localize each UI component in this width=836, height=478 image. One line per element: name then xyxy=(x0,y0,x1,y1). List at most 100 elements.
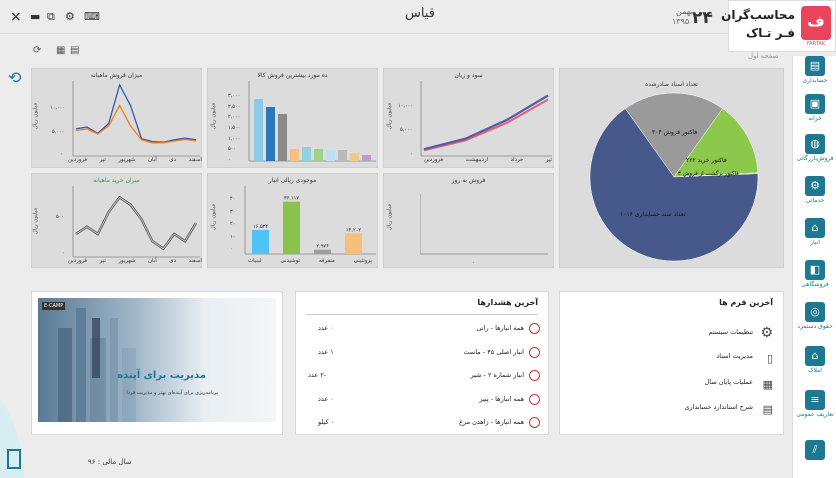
form-item[interactable]: ▯ مدیریت اسناد xyxy=(560,352,783,366)
bar xyxy=(326,150,335,161)
alarm-icon xyxy=(529,394,540,405)
sidebar-item[interactable]: ▤ حسابداری xyxy=(793,56,836,84)
brand-name-line2: فـر تـاک xyxy=(745,26,795,40)
sidebar-item-label: حقوق دستمزد xyxy=(797,323,833,330)
y-tick: ۵۰۰ xyxy=(228,146,237,153)
chart-daily-sales: فروش به روز میلیون ریال ۰ xyxy=(383,173,554,268)
chart-top10-products: ده مورد بیشترین فروش کالا میلیون ریال ۳,… xyxy=(207,68,378,168)
y-tick: ۰ xyxy=(228,156,231,163)
x-tick: شهریور xyxy=(118,258,136,264)
y-tick: ۲,۰۰۰ xyxy=(228,114,241,121)
bar-value-label: ۱۴.۲۰۲ xyxy=(346,227,361,233)
chart-title: موجودی ریالی انبار xyxy=(268,177,317,184)
minimize-icon[interactable]: ▬ xyxy=(30,10,41,23)
alert-item[interactable]: انبار شماره ۲ - شیر -۲ عدد xyxy=(296,370,548,384)
refresh-icon[interactable]: ⟳ xyxy=(33,45,42,56)
globe-icon: ◍ xyxy=(805,134,825,154)
profit-line-plot xyxy=(420,81,552,157)
alarm-icon xyxy=(529,347,540,358)
chart-stock-value: موجودی ریالی انبار میلیون ریال ۴۰ ۳۰ ۲۰ … xyxy=(207,173,378,268)
sales-line-plot xyxy=(72,81,200,157)
alert-item[interactable]: همه انبارها - رانی ۰ عدد xyxy=(296,323,548,337)
series-line-highlight xyxy=(75,196,197,250)
house-icon: ⌂ xyxy=(805,346,825,366)
promo-title: مدیریت برای آینده xyxy=(117,370,206,381)
brand-logo-icon: ف xyxy=(801,6,831,40)
x-tick: آبان xyxy=(148,157,157,163)
series-line xyxy=(75,195,198,251)
x-axis-labels: فروردین تیر شهریور آبان دی اسفند xyxy=(68,258,202,264)
settings-icon: ⚙ xyxy=(760,325,773,341)
settings-icon[interactable]: ⚙ xyxy=(65,10,75,23)
x-tick: تیر xyxy=(99,157,106,163)
sidebar-item[interactable]: ⌂ املاک xyxy=(793,346,836,374)
bar-value-label: ۳۶.۱۱۷ xyxy=(284,196,299,202)
alert-item[interactable]: همه انبارها - پنیر ۰ عدد xyxy=(296,394,548,408)
alarm-icon xyxy=(529,417,540,428)
restore-icon[interactable]: ⧉ xyxy=(47,10,55,23)
top10-bar-plot xyxy=(248,81,376,162)
pie-label: تعداد سند حسابداری ۱۰۱۶ xyxy=(620,211,686,218)
title-bar: × ▬ ⧉ ⚙ ⌨ قیاس ۲۴ بهمن ۱۳۹۵ xyxy=(0,0,836,34)
y-tick: ۱۰ xyxy=(230,233,236,240)
promo-subtitle: برنامه‌ریزی برای آینده‌ای بهتر و مدیریت … xyxy=(126,390,218,396)
bar xyxy=(252,230,269,254)
calendar-icon[interactable]: ▦ xyxy=(56,45,66,56)
y-tick: ۵,۰۰۰ xyxy=(400,127,413,133)
sidebar-item[interactable]: ◎ حقوق دستمزد xyxy=(793,302,836,330)
x-tick: شهریور xyxy=(118,157,136,163)
form-item-label: شرح استاندارد حسابداری xyxy=(684,403,753,411)
form-item[interactable]: ⚙ تنظیمات سیستم xyxy=(560,325,783,342)
y-tick: ۲۰ xyxy=(230,221,236,227)
alert-text: همه انبارها - پنیر xyxy=(479,395,524,403)
sidebar-item[interactable]: ⌂ انبار xyxy=(793,218,836,246)
date-day: ۲۴ xyxy=(692,8,713,28)
keyboard-icon[interactable]: ⌨ xyxy=(84,10,100,23)
x-tick: دی xyxy=(169,157,177,163)
purchase-line-plot xyxy=(72,186,200,258)
bar xyxy=(314,149,323,161)
y-axis-label: میلیون ریال xyxy=(32,207,39,235)
alert-value: ۰ کیلو xyxy=(318,418,335,426)
alert-text: همه انبارها - زاهدن مرغ xyxy=(459,418,524,426)
sidebar-item-label: خزانه xyxy=(808,115,822,122)
sync-icon[interactable]: ⟲ xyxy=(8,68,22,87)
x-axis-labels: فروردین اردیبهشت خرداد تیر xyxy=(424,157,552,163)
alert-item[interactable]: انبار اصلی ۴۵ - ماست ۱ عدد xyxy=(296,347,548,361)
y-tick: ۱۰,۰۰۰ xyxy=(398,103,414,109)
close-icon[interactable]: × xyxy=(10,9,22,25)
x-tick: فروردین xyxy=(68,258,88,264)
sidebar-item-label: خدماتی xyxy=(805,197,825,204)
x-tick: ۰ xyxy=(472,260,475,266)
y-tick: ۳۰ xyxy=(230,208,236,215)
y-tick: ۱۰,۰۰۰ xyxy=(50,105,66,111)
sidebar-item[interactable]: ◍ فروش‌بازرگانی xyxy=(793,134,836,162)
alert-item[interactable]: همه انبارها - زاهدن مرغ ۰ کیلو xyxy=(296,417,548,431)
chart-title: سود و زیان xyxy=(454,72,483,79)
sidebar-item[interactable]: ▣ خزانه xyxy=(793,94,836,122)
app-title: قیاس xyxy=(405,6,435,21)
alert-text: همه انبارها - رانی xyxy=(476,324,525,332)
documents-pie-plot xyxy=(589,92,759,262)
stock-bar-plot: ۱۶.۵۳۴ ۳۶.۱۱۷ ۲.۹۷۶ ۱۴.۲۰۲ xyxy=(244,186,376,255)
bar xyxy=(345,233,362,254)
sidebar-item[interactable]: ◧ فروشگاهی xyxy=(793,260,836,288)
x-tick: نوشیدنی xyxy=(280,258,300,264)
form-item[interactable]: ▤ شرح استاندارد حسابداری xyxy=(560,403,783,417)
gear-icon: ⚙ xyxy=(805,176,825,196)
alert-text: انبار اصلی ۴۵ - ماست xyxy=(463,348,525,356)
sidebar-item[interactable]: ≡ تعاریف عمومی xyxy=(793,390,836,418)
alert-text: انبار شماره ۲ - شیر xyxy=(470,371,524,379)
sidebar-item[interactable]: ⚙ خدماتی xyxy=(793,176,836,204)
series-line xyxy=(75,104,197,144)
date-year: ۱۳۹۵ xyxy=(672,17,690,26)
promo-banner[interactable]: E-CAMP مدیریت برای آینده برنامه‌ریزی برا… xyxy=(31,291,283,435)
calculator-icon[interactable]: ▤ xyxy=(70,45,80,56)
sidebar-item[interactable]: ⫽ xyxy=(793,440,836,460)
chart-purchase-monthly: میزان خرید ماهیانه میلیون ریال ۵۰۰ ۰ فرو… xyxy=(31,173,202,268)
chart-profit-loss: سود و زیان میلیون ریال ۱۰,۰۰۰ ۵,۰۰۰ ۰ فر… xyxy=(383,68,554,168)
form-item[interactable]: ▦ عملیات پایان سال xyxy=(560,378,783,392)
pie-slice xyxy=(673,108,759,178)
brand-logo-text: FARTAK xyxy=(806,41,826,47)
